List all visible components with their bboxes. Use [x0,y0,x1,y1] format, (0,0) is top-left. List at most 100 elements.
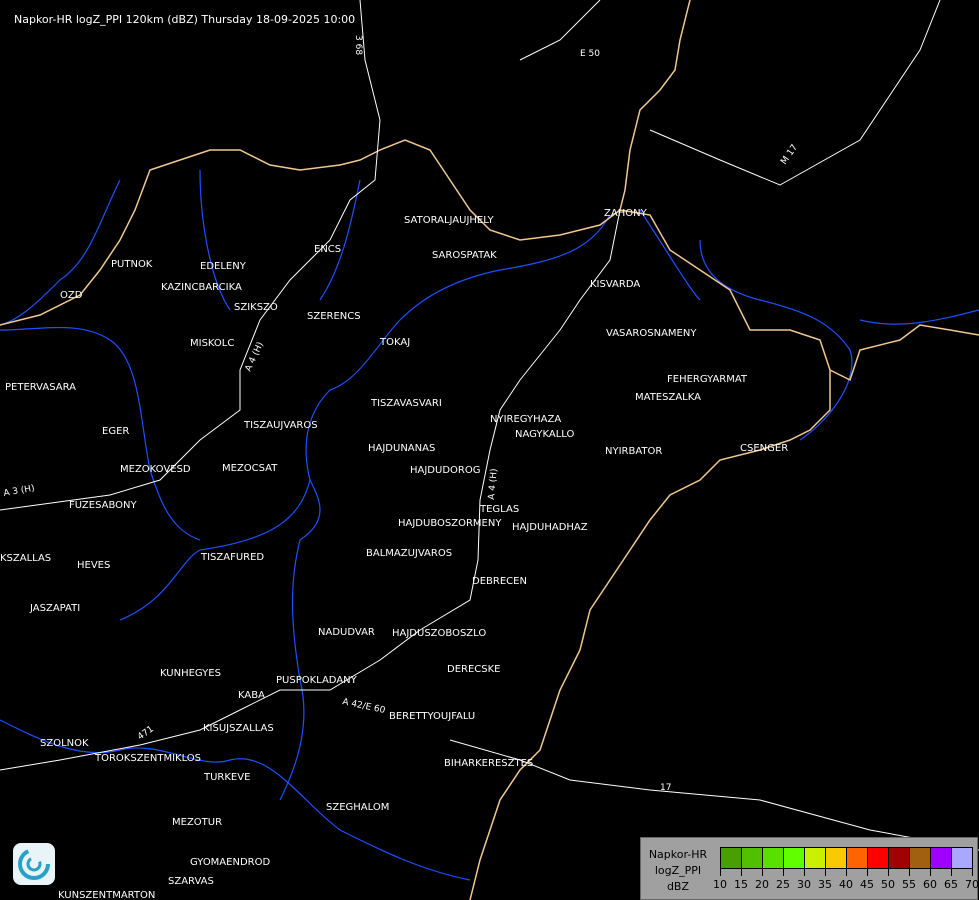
legend-tick-label: 25 [776,878,790,891]
city-label: NADUDVAR [318,627,375,638]
legend-swatch [889,848,910,868]
legend-tick-label: 30 [797,878,811,891]
legend-swatch [763,848,784,868]
legend-tick [930,868,931,876]
legend-tick-label: 40 [839,878,853,891]
city-label: GYOMAENDROD [190,857,270,868]
logo [13,843,55,885]
legend-tick [804,868,805,876]
legend-tick-label: 45 [860,878,874,891]
legend-swatch [721,848,742,868]
city-label: SZIKSZO [234,302,278,313]
city-label: MISKOLC [190,338,234,349]
city-label: ENCS [314,244,341,255]
city-label: BERETTYOUJFALU [389,711,475,722]
legend-ticks [720,868,974,876]
legend-tick-label: 35 [818,878,832,891]
city-label: KSZALLAS [0,553,51,564]
city-label: TISZAFURED [200,552,264,563]
swirl-logo-icon [18,848,50,880]
city-label: FEHERGYARMAT [667,374,748,385]
city-label: KUNHEGYES [160,668,221,679]
city-label: HAJDUBOSZORMENY [398,518,502,529]
legend-swatch [805,848,826,868]
rivers [0,169,979,881]
legend-tick-label: 70 [965,878,979,891]
legend-swatch [784,848,805,868]
city-label: MATESZALKA [635,392,701,403]
city-label: PUTNOK [111,259,153,270]
city-label: DEBRECEN [472,576,527,587]
city-label: HAJDUSZOBOSZLO [392,628,486,639]
legend-tick-label: 20 [755,878,769,891]
road-label: 3 68 [353,35,363,55]
legend-tick-label: 60 [923,878,937,891]
city-label: NYIREGYHAZA [490,414,561,425]
map-title: Napkor-HR logZ_PPI 120km (dBZ) Thursday … [14,13,356,26]
legend-tick [951,868,952,876]
city-label: EDELENY [200,261,247,272]
color-legend: Napkor-HR logZ_PPI dBZ 10 15 20 25 30 35 40 45 5… [640,837,979,900]
city-label: KUNSZENTMARTON [58,890,155,900]
city-label: PUSPOKLADANY [276,675,358,686]
legend-tick [720,868,721,876]
city-label: SZOLNOK [40,738,89,749]
legend-tick [888,868,889,876]
road-label: E 50 [580,49,600,59]
city-label: ZAHONY [604,208,648,219]
road-label: 17 [660,783,671,793]
legend-swatch [742,848,763,868]
legend-line: logZ_PPI [654,864,702,877]
city-label: FUZESABONY [69,500,137,511]
city-label: TISZAVASVARI [370,398,442,409]
road-label: A 42/E 60 [341,697,386,716]
city-label: SZARVAS [168,876,214,887]
legend-tick [867,868,868,876]
city-label: OZD [60,290,83,301]
city-label: TOROKSZENTMIKLOS [94,753,201,764]
city-label: HAJDUNANAS [368,443,435,454]
city-label: CSENGER [740,443,788,454]
city-label: KABA [238,690,265,701]
legend-label: Napkor-HR logZ_PPI dBZ [645,847,711,895]
city-label: MEZOKOVESD [120,464,191,475]
legend-tick [972,868,973,876]
legend-swatch [952,848,972,868]
legend-tick [741,868,742,876]
city-label: PETERVASARA [5,382,76,393]
city-label: TISZAUJVAROS [243,420,318,431]
city-label: KAZINCBARCIKA [161,282,242,293]
legend-swatch [847,848,868,868]
road-label: A 4 (H) [487,468,500,500]
city-label: JASZAPATI [29,603,80,614]
city-label: SZERENCS [307,311,361,322]
city-label: SATORALJAUJHELY [404,215,494,226]
road-label: M 17 [779,143,800,167]
legend-swatch [910,848,931,868]
legend-tick [825,868,826,876]
city-label: KISUJSZALLAS [203,723,274,734]
legend-colorbar [720,847,973,869]
road-label: 471 [136,724,156,742]
city-label: KISVARDA [590,279,640,290]
city-label: TEGLAS [479,504,519,515]
city-label: BALMAZUJVAROS [366,548,452,559]
city-label: NAGYKALLO [515,429,575,440]
legend-tick-label: 10 [713,878,727,891]
road-label: A 3 (H) [3,484,36,499]
city-label: SAROSPATAK [432,250,497,261]
legend-swatch [931,848,952,868]
road-labels: 3 68 E 50 M 17 A 3 (H) A 4 (H) A 4 (H) A… [3,35,800,793]
legend-swatch [826,848,847,868]
city-labels: SATORALJAUJHELY SAROSPATAK ZAHONY KISVAR… [0,208,788,900]
city-label: VASAROSNAMENY [606,328,697,339]
city-label: MEZOTUR [172,817,222,828]
legend-tick-label: 65 [944,878,958,891]
legend-line: dBZ [666,880,690,893]
legend-tick-label: 55 [902,878,916,891]
city-label: HAJDUDOROG [410,465,480,476]
city-label: NYIRBATOR [605,446,662,457]
city-label: SZEGHALOM [326,802,389,813]
legend-tick [762,868,763,876]
